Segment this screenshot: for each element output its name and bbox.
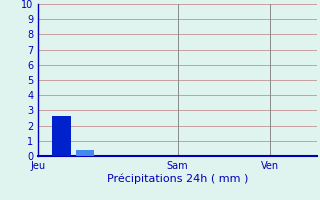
Bar [76, 150, 94, 156]
Bar [52, 116, 71, 156]
X-axis label: Précipitations 24h ( mm ): Précipitations 24h ( mm ) [107, 174, 248, 184]
